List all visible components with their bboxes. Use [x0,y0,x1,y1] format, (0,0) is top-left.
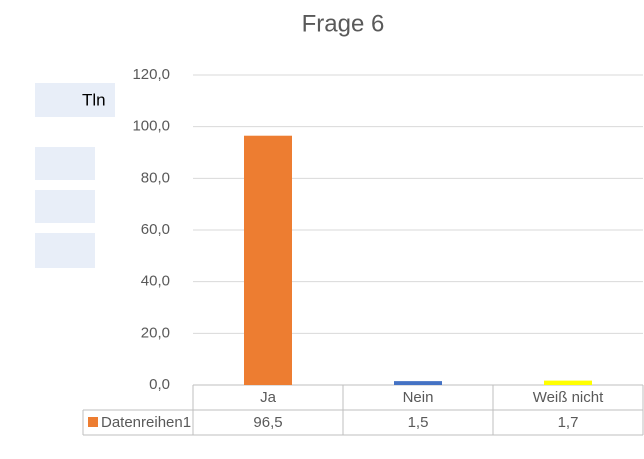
x-tick-label: Nein [403,389,434,406]
x-tick-label: Weiß nicht [533,389,604,406]
chart-title: Frage 6 [302,10,385,37]
bar [244,135,292,385]
bar [544,380,592,385]
sheet-header: Tln [82,90,106,109]
y-tick-label: 20,0 [141,324,170,341]
legend-key [88,417,98,427]
y-tick-label: 80,0 [141,169,170,186]
legend-label: Datenreihen1 [101,414,191,431]
data-table-value: 96,5 [253,414,282,431]
sheet-cell [35,83,115,117]
data-table-value: 1,5 [408,414,429,431]
y-tick-label: 120,0 [132,66,170,83]
y-tick-label: 60,0 [141,221,170,238]
sheet-cell [35,190,95,223]
y-tick-label: 100,0 [132,118,170,135]
y-tick-label: 0,0 [149,376,170,393]
data-table-value: 1,7 [558,414,579,431]
x-tick-label: Ja [260,389,277,406]
sheet-cell [35,147,95,180]
sheet-cell [35,233,95,268]
y-tick-label: 40,0 [141,273,170,290]
bar [394,381,442,385]
